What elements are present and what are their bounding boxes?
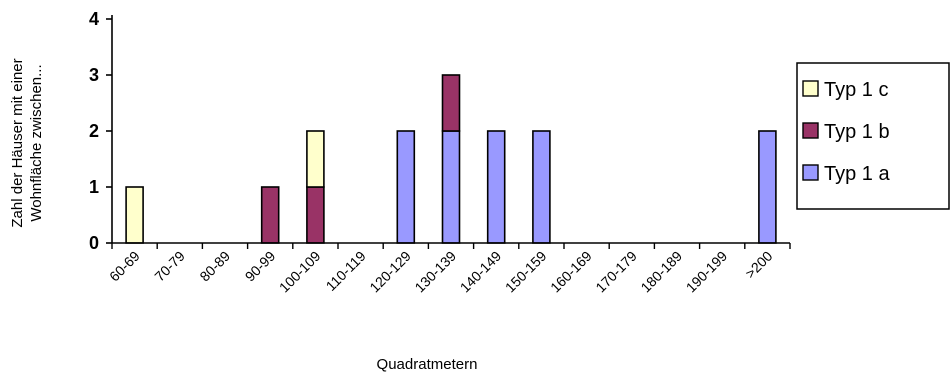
bar-segment [758,130,777,244]
bar-segment [486,130,506,244]
legend-frame [796,62,950,210]
legend-label: Typ 1 b [824,121,890,143]
y-tick-label: 4 [89,9,99,29]
legend-label: Typ 1 a [824,163,890,185]
y-tick-label: 3 [89,65,99,85]
bar-segment [260,186,280,244]
bar-segment [306,130,325,188]
legend-swatch [802,122,819,139]
x-tick-label: 110-119 [323,248,369,294]
bar-segment [441,74,461,132]
x-axis-title: Quadratmetern [377,356,478,373]
x-tick-label: 120-129 [366,248,414,296]
legend: Typ 1 c Typ 1 b Typ 1 a [796,62,950,210]
x-tick-label: 190-199 [683,248,731,296]
bar-segment [125,186,144,244]
legend-label: Typ 1 c [824,79,888,101]
y-axis-title-line-2: Wohnfläche zwischen... [28,64,45,221]
x-tick-label: 100-109 [276,248,324,296]
legend-swatch [802,164,819,181]
x-tick-label: 130-139 [411,248,459,296]
x-tick-label: >200 [742,248,776,282]
bar-segment [396,130,416,244]
y-tick-label: 0 [89,233,99,253]
legend-swatch [802,80,819,97]
bar-segment [306,186,325,244]
x-tick-label: 160-169 [547,248,595,296]
x-tick-label: 170-179 [592,248,640,296]
y-axis-title: Zahl der Häuser mit einer Wohnfläche zwi… [9,58,45,227]
y-tick-label: 2 [89,121,99,141]
bars [125,74,777,244]
x-tick-label: 180-189 [637,248,685,296]
x-tick-label: 140-149 [457,248,505,296]
y-tick-label: 1 [89,177,99,197]
axes [106,15,791,249]
x-tick-label: 80-89 [196,248,233,285]
x-tick-label: 90-99 [242,248,279,285]
x-tick-label: 150-159 [502,248,550,296]
y-axis-title-line-1: Zahl der Häuser mit einer [9,58,26,227]
x-tick-label: 60-69 [106,248,143,285]
bar-segment [532,130,551,244]
bar-segment [441,130,461,244]
x-tick-label: 70-79 [151,248,188,285]
y-tick-labels: 0 1 2 3 4 [89,9,99,253]
